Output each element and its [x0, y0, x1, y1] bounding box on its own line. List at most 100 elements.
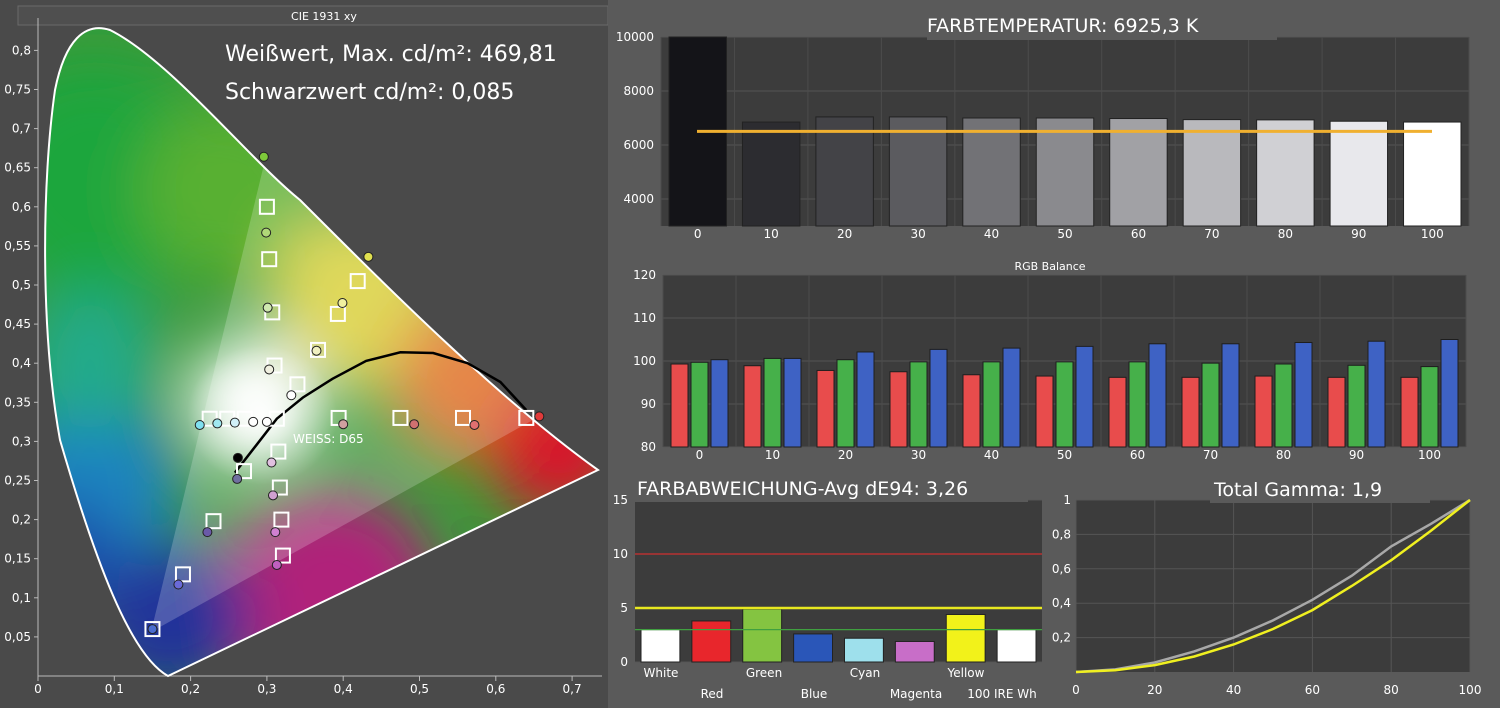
cie-target-square	[205, 513, 222, 530]
cie-target-square	[236, 463, 253, 480]
cie-measured-point	[261, 227, 272, 238]
cie-y-tick-label: 0,35	[4, 395, 31, 409]
rgb-bar-red-20	[816, 369, 835, 448]
rgb-x-tick-label: 30	[911, 448, 926, 462]
cie-measured-point	[337, 297, 348, 308]
rgb-bar-green-10	[763, 357, 782, 448]
dE-label-red: Red	[701, 687, 724, 701]
cie-target-square	[454, 409, 471, 426]
gamma-x-tick-label: 80	[1384, 683, 1399, 697]
farbtemp-x-tick-label: 60	[1131, 227, 1146, 241]
cie-spectral-locus	[44, 27, 600, 678]
farbtemp-bar-20	[815, 116, 874, 227]
rgb-bar-blue-60	[1148, 343, 1167, 448]
gamma-title-bg	[1210, 477, 1430, 503]
white-luminance-readout: Weißwert, Max. cd/m²: 469,81	[225, 42, 557, 67]
gamma-measured-line	[1075, 499, 1471, 674]
farbtemp-x-ticks: 0 10 20 30 40 50 60 70 80 90 100	[694, 227, 1444, 241]
cie-y-tick-label: 0,65	[4, 161, 31, 175]
cie-gamut-triangle	[151, 152, 533, 632]
farbtemp-x-tick-label: 90	[1351, 227, 1366, 241]
whitepoint-label: WEISS: D65	[293, 432, 364, 446]
rgb-bar-green-60	[1128, 361, 1147, 448]
dE-y-tick-label: 0	[620, 655, 628, 669]
farbtemp-y-tick-label: 8000	[623, 84, 654, 98]
cie-measured-point	[262, 302, 273, 313]
farbtemp-x-tick-label: 0	[694, 227, 702, 241]
farbtemp-bar-80	[1256, 119, 1315, 227]
cie-measured-point	[268, 490, 279, 501]
dE-threshold-lines	[635, 553, 1042, 631]
rgb-y-tick-label: 100	[633, 354, 656, 368]
rgb-bar-blue-40	[1002, 347, 1021, 448]
dE-bar-red	[691, 620, 732, 663]
cie-x-tick-label: 0	[34, 682, 42, 696]
gamma-lines	[1075, 498, 1471, 674]
cie-target-square	[349, 273, 366, 290]
farbtemp-x-tick-label: 40	[984, 227, 999, 241]
rgb-bar-green-70	[1201, 362, 1220, 448]
rgb-title: RGB Balance	[1014, 260, 1085, 273]
cie-measured-point	[232, 473, 243, 484]
gamma-y-tick-label: 1	[1063, 493, 1071, 507]
rgb-x-tick-label: 20	[838, 448, 853, 462]
rgb-bar-blue-90	[1367, 340, 1386, 448]
cie-measured-point	[286, 390, 297, 401]
cie-measured-point	[271, 559, 282, 570]
rgb-bar-red-50	[1035, 375, 1054, 448]
cie-measured-point	[194, 419, 205, 430]
cie-measured-point	[258, 151, 269, 162]
farbtemp-bar-30	[888, 116, 948, 227]
dE-label-yellow: Yellow	[947, 666, 985, 680]
planckian-locus-curve	[233, 351, 528, 474]
cie-y-tick-label: 0,6	[12, 200, 31, 214]
rgb-bar-red-40	[962, 374, 981, 448]
farbtemp-title: FARBTEMPERATUR: 6925,3 K	[927, 15, 1199, 37]
farbtemp-x-tick-label: 70	[1204, 227, 1219, 241]
gamma-x-tick-label: 0	[1072, 683, 1080, 697]
cie-target-square	[273, 511, 290, 528]
cie-target-square	[329, 305, 346, 322]
rgb-bars	[670, 339, 1459, 448]
gamma-x-tick-label: 60	[1305, 683, 1320, 697]
cie-target-square	[274, 547, 291, 564]
cie-y-tick-label: 0,45	[4, 317, 31, 331]
cie-target-square	[261, 251, 278, 268]
cie-y-tick-label: 0,75	[4, 83, 31, 97]
rgb-bar-red-30	[889, 371, 908, 448]
cie-target-square	[264, 304, 281, 321]
rgb-x-tick-label: 40	[984, 448, 999, 462]
rgb-bar-red-70	[1181, 376, 1200, 448]
rgb-bar-blue-80	[1294, 342, 1313, 448]
rgb-bar-green-30	[909, 361, 928, 448]
cie-target-square	[518, 409, 535, 426]
rgb-x-tick-label: 0	[696, 448, 704, 462]
rgb-x-tick-label: 100	[1418, 448, 1441, 462]
cie-y-tick-label: 0,55	[4, 239, 31, 253]
gamma-plot-bg	[1076, 500, 1470, 672]
cie-y-tick-label: 0,8	[12, 43, 31, 57]
rgb-bar-red-90	[1327, 376, 1346, 448]
dE-title: FARBABWEICHUNG-Avg dE94: 3,26	[637, 478, 968, 500]
rgb-bar-red-10	[743, 365, 762, 448]
gamma-x-tick-label: 40	[1226, 683, 1241, 697]
farbtemp-x-tick-label: 50	[1057, 227, 1072, 241]
farbtemp-y-tick-label: 6000	[623, 138, 654, 152]
dE-bar-100-ire-wh	[996, 629, 1037, 663]
rgb-bar-green-80	[1274, 363, 1293, 448]
dE-bar-white	[640, 629, 681, 663]
dE-label-magenta: Magenta	[890, 687, 942, 701]
cie-target-square	[270, 443, 287, 460]
cie-measured-point	[264, 364, 275, 375]
cie-measured-points	[147, 151, 545, 635]
farbtemp-bar-10	[741, 121, 801, 227]
rgb-bar-green-20	[836, 359, 855, 448]
cie-x-tick-label: 0,3	[257, 682, 276, 696]
cie-measured-point	[229, 417, 240, 428]
cie-x-tick-label: 0,4	[334, 682, 353, 696]
dE-bars	[640, 608, 1037, 663]
cie-target-square	[258, 198, 275, 215]
farbtemp-bar-40	[962, 117, 1021, 227]
rgb-bar-red-80	[1254, 375, 1273, 448]
farbtemp-x-tick-label: 100	[1421, 227, 1444, 241]
